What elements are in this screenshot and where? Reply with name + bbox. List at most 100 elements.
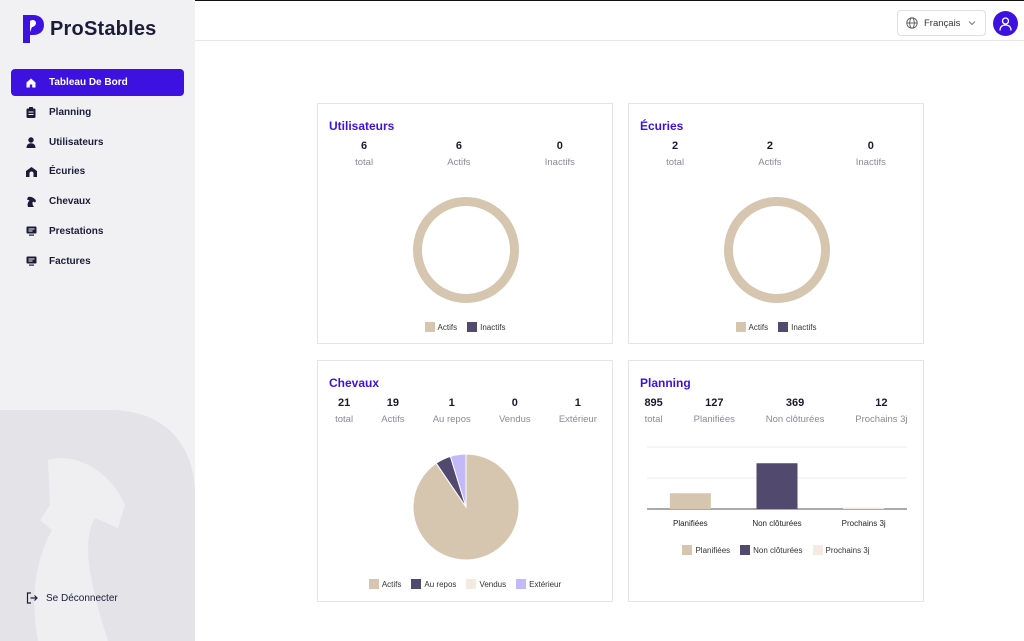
stat-inactifs: 0 Inactifs bbox=[856, 140, 886, 168]
legend-label: Non clôturées bbox=[753, 545, 803, 555]
stables-stats: 2 total 2 Actifs 0 Inactifs bbox=[629, 140, 923, 168]
legend-item[interactable]: Actifs bbox=[735, 322, 769, 332]
legend-item[interactable]: Inactifs bbox=[467, 322, 505, 332]
legend-swatch bbox=[778, 322, 789, 332]
sidebar-item-prestations[interactable]: Prestations bbox=[11, 218, 184, 245]
stat-label: Extérieur bbox=[558, 414, 597, 425]
legend-swatch bbox=[411, 579, 422, 589]
stat-label: Prochains 3j bbox=[855, 414, 908, 425]
stat-inactifs: 0 Inactifs bbox=[545, 140, 575, 168]
sidebar-item-label: Prestations bbox=[49, 225, 104, 237]
stat-actifs: 6 Actifs bbox=[447, 140, 470, 168]
legend-item[interactable]: Prochains 3j bbox=[812, 545, 870, 555]
chart-legend: Planifiées Non clôturées Prochains 3j bbox=[629, 545, 923, 555]
card-title: Chevaux bbox=[329, 376, 380, 390]
legend-label: Actifs bbox=[437, 322, 458, 332]
x-tick-label: Prochains 3j bbox=[842, 519, 886, 528]
pie-slice-actifs[interactable] bbox=[724, 197, 830, 303]
legend-swatch bbox=[682, 545, 693, 555]
legend-label: Inactifs bbox=[480, 322, 506, 332]
users-stats: 6 total 6 Actifs 0 Inactifs bbox=[318, 140, 612, 168]
legend-item[interactable]: Non clôturées bbox=[740, 545, 803, 555]
stat-value: 6 bbox=[361, 140, 368, 152]
planning-stats: 895 total 127 Planifiées 369 Non clôturées … bbox=[629, 397, 923, 425]
stat-value: 2 bbox=[672, 140, 679, 152]
pie-slice-actifs[interactable] bbox=[413, 197, 519, 303]
legend-item[interactable]: Extérieur bbox=[516, 579, 561, 589]
chart-legend: Actifs Inactifs bbox=[629, 322, 923, 332]
chevron-down-icon bbox=[968, 20, 976, 26]
home-icon bbox=[25, 77, 37, 89]
stat-value: 2 bbox=[766, 140, 773, 152]
top-bar: Français bbox=[195, 0, 1024, 41]
sidebar-item-utilisateurs[interactable]: Utilisateurs bbox=[11, 129, 184, 156]
legend-swatch bbox=[467, 322, 478, 332]
app-logo[interactable]: ProStables bbox=[22, 15, 156, 43]
sidebar-item-planning[interactable]: Planning bbox=[11, 99, 184, 126]
logout-button[interactable]: Se Déconnecter bbox=[26, 592, 118, 604]
bar-planifiees[interactable] bbox=[669, 493, 711, 509]
stat-label: Actifs bbox=[381, 414, 405, 425]
stat-value: 12 bbox=[875, 397, 888, 409]
stat-label: total bbox=[335, 414, 354, 425]
legend-label: Actifs bbox=[381, 579, 402, 589]
stat-value: 6 bbox=[455, 140, 462, 152]
stat-value: 19 bbox=[386, 397, 399, 409]
pie-slice-exterieur[interactable] bbox=[449, 453, 467, 508]
legend-item[interactable]: Actifs bbox=[424, 322, 458, 332]
legend-label: Actifs bbox=[748, 322, 769, 332]
stat-label: total bbox=[355, 157, 374, 168]
stat-value: 0 bbox=[867, 140, 874, 152]
legend-item[interactable]: Vendus bbox=[466, 579, 506, 589]
sidebar-item-factures[interactable]: Factures bbox=[11, 248, 184, 275]
chart-legend: Actifs Au repos Vendus Extérieur bbox=[318, 579, 612, 589]
legend-item[interactable]: Planifiées bbox=[682, 545, 730, 555]
legend-swatch bbox=[735, 322, 746, 332]
stat-prochains-3j: 12 Prochains 3j bbox=[855, 397, 907, 425]
app-name: ProStables bbox=[50, 17, 157, 40]
user-avatar[interactable] bbox=[993, 11, 1018, 36]
stat-total: 895 total bbox=[644, 397, 662, 425]
clipboard-icon bbox=[25, 106, 37, 118]
stat-non-cloturees: 369 Non clôturées bbox=[766, 397, 825, 425]
legend-item[interactable]: Inactifs bbox=[778, 322, 816, 332]
legend-swatch bbox=[466, 579, 477, 589]
sidebar-item-ecuries[interactable]: Écuries bbox=[11, 158, 184, 185]
globe-icon bbox=[906, 17, 918, 29]
stat-label: Non clôturées bbox=[765, 414, 825, 425]
stat-vendus: 0 Vendus bbox=[499, 397, 531, 425]
bar-prochains-3j[interactable] bbox=[843, 507, 885, 509]
legend-label: Planifiées bbox=[695, 545, 731, 555]
stat-value: 21 bbox=[337, 397, 351, 409]
x-tick-label: Planifiées bbox=[673, 519, 708, 528]
sidebar-item-label: Chevaux bbox=[49, 196, 91, 208]
legend-item[interactable]: Au repos bbox=[411, 579, 456, 589]
sidebar-item-chevaux[interactable]: Chevaux bbox=[11, 188, 184, 215]
stable-icon bbox=[25, 166, 37, 178]
users-card: Utilisateurs 6 total 6 Actifs 0 Inactifs Ac… bbox=[317, 103, 613, 344]
stables-card: Écuries 2 total 2 Actifs 0 Inactifs Actifs … bbox=[628, 103, 924, 344]
users-donut-chart bbox=[413, 197, 519, 303]
legend-label: Au repos bbox=[424, 579, 457, 589]
logo-watermark-icon bbox=[0, 410, 195, 641]
logo-icon bbox=[23, 15, 44, 43]
sidebar-item-tableau-de-bord[interactable]: Tableau De Bord bbox=[11, 69, 184, 96]
stables-donut-chart bbox=[724, 197, 830, 303]
bar-non-cloturees[interactable] bbox=[756, 463, 798, 509]
chart-legend: Actifs Inactifs bbox=[318, 322, 612, 332]
legend-swatch bbox=[368, 579, 379, 589]
stat-label: Planifiées bbox=[693, 414, 735, 425]
horses-pie-chart bbox=[412, 453, 520, 561]
legend-label: Vendus bbox=[479, 579, 507, 589]
horses-card: Chevaux 21 total 19 Actifs 1 Au repos 0 Vend… bbox=[317, 360, 613, 602]
stat-label: total bbox=[666, 157, 685, 168]
stat-value: 1 bbox=[574, 397, 581, 409]
sidebar-nav: Tableau De Bord Planning Utilisateurs Éc… bbox=[11, 69, 184, 278]
legend-item[interactable]: Actifs bbox=[368, 579, 402, 589]
stat-exterieur: 1 Extérieur bbox=[559, 397, 597, 425]
stat-label: Actifs bbox=[758, 157, 782, 168]
logout-icon bbox=[26, 592, 38, 604]
language-label: Français bbox=[924, 17, 961, 29]
language-select[interactable]: Français bbox=[897, 10, 986, 36]
user-icon bbox=[999, 16, 1012, 31]
